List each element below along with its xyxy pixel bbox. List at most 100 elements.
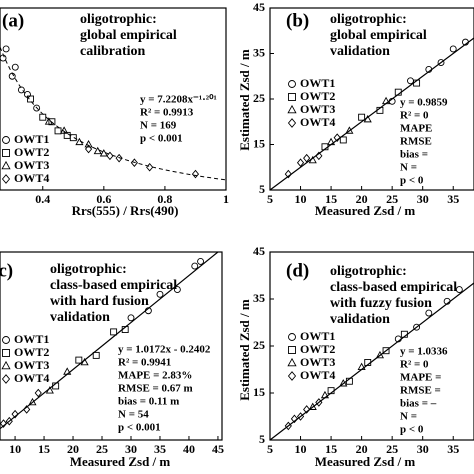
- point: [69, 134, 77, 142]
- point: [315, 151, 323, 161]
- legend-label: OWT3: [14, 358, 49, 372]
- point: [54, 127, 62, 135]
- legend-label: OWT2: [14, 345, 49, 359]
- x-axis-label: Measured Zsd / m: [315, 203, 416, 218]
- point: [191, 169, 200, 179]
- legend-label: OWT1: [300, 329, 335, 343]
- point: [5, 416, 13, 426]
- legend-label: OWT4: [300, 115, 335, 129]
- panel-label: (d): [286, 260, 309, 281]
- point: [288, 346, 296, 354]
- y-tick-label: 45: [253, 244, 265, 258]
- stats-line: bias = –: [400, 398, 437, 410]
- point: [11, 409, 19, 419]
- point: [363, 114, 372, 123]
- point: [115, 153, 123, 163]
- panel-label: (c): [0, 260, 13, 281]
- legend-label: OWT4: [14, 371, 49, 385]
- y-tick-label: 35: [253, 45, 265, 59]
- point: [287, 118, 297, 128]
- point: [110, 328, 118, 336]
- point: [2, 45, 10, 53]
- point: [315, 398, 323, 407]
- point: [34, 388, 42, 398]
- point: [75, 137, 84, 146]
- stats-line: y = 7.2208x⁻¹·²⁰¹: [140, 94, 217, 106]
- y-tick-label: 15: [253, 136, 265, 150]
- legend-label: OWT3: [14, 158, 49, 172]
- point: [2, 349, 10, 357]
- point: [308, 155, 317, 164]
- point: [287, 357, 297, 367]
- point: [0, 54, 7, 62]
- stats-line: R² = 0: [400, 359, 429, 371]
- x-tick-label: 30: [125, 442, 137, 456]
- plot-frame: [0, 251, 223, 441]
- panel-title: oligotrophic:: [330, 12, 407, 27]
- point: [2, 136, 10, 144]
- y-axis-label: Estimated Zsd / m: [237, 299, 252, 401]
- point: [375, 350, 385, 359]
- y-tick-label: 5: [259, 432, 265, 446]
- x-tick-label: 35: [154, 442, 166, 456]
- point: [80, 357, 89, 366]
- y-tick-label: 15: [253, 385, 265, 399]
- x-tick-label: 5: [267, 442, 273, 456]
- point: [63, 367, 72, 375]
- point: [461, 38, 469, 46]
- stats-line: RMSE: [400, 136, 432, 148]
- point: [443, 297, 451, 305]
- point: [290, 414, 299, 424]
- panel-title: class-based empirical: [330, 280, 457, 295]
- y-tick-label: 25: [253, 91, 265, 105]
- point: [197, 257, 205, 265]
- point: [0, 419, 8, 428]
- point: [345, 126, 354, 134]
- stats-line: bias =: [400, 149, 428, 161]
- point: [449, 45, 457, 53]
- panel-title: validation: [330, 312, 390, 327]
- plot-frame: [0, 7, 227, 191]
- panel-title: global empirical: [80, 28, 177, 43]
- stats-line: y = 1.0336: [400, 346, 448, 358]
- point: [339, 379, 348, 387]
- point: [381, 96, 391, 105]
- x-tick-label: 20: [356, 442, 368, 456]
- stats-line: RMSE = 0.67 m: [118, 383, 193, 395]
- point: [127, 314, 135, 322]
- x-tick-label: 10: [9, 442, 21, 456]
- point: [413, 79, 421, 87]
- point: [327, 137, 336, 146]
- stats-line: MAPE: [400, 123, 432, 135]
- point: [28, 397, 37, 406]
- x-tick-label: 10: [295, 442, 307, 456]
- stats-line: p < 0: [400, 424, 424, 436]
- point: [48, 118, 56, 126]
- point: [106, 151, 114, 161]
- panel-title: oligotrophic:: [50, 262, 127, 277]
- legend-label: OWT3: [300, 355, 335, 369]
- point: [321, 143, 329, 151]
- x-tick-label: 15: [325, 442, 337, 456]
- point: [339, 136, 347, 144]
- y-tick-label: 5: [259, 182, 265, 196]
- stats-line: N = 169: [140, 120, 177, 132]
- point: [345, 377, 353, 385]
- point: [52, 382, 60, 390]
- x-tick-label: 40: [183, 442, 195, 456]
- x-axis-label: Measured Zsd / m: [315, 454, 416, 469]
- panel-label: (a): [2, 10, 24, 31]
- x-tick-label: 15: [325, 192, 337, 206]
- point: [303, 153, 311, 163]
- stats-line: R² = 0: [400, 110, 429, 122]
- y-tick-label: 45: [253, 0, 265, 14]
- point: [44, 117, 53, 125]
- x-tick-label: 0.6: [96, 192, 111, 206]
- point: [8, 72, 16, 80]
- stats-line: MAPE = 2.83%: [118, 370, 192, 382]
- y-axis-label: Estimated Zsd / m: [237, 49, 252, 151]
- x-tick-label: 5: [267, 192, 273, 206]
- x-tick-label: 10: [295, 192, 307, 206]
- point: [327, 387, 335, 395]
